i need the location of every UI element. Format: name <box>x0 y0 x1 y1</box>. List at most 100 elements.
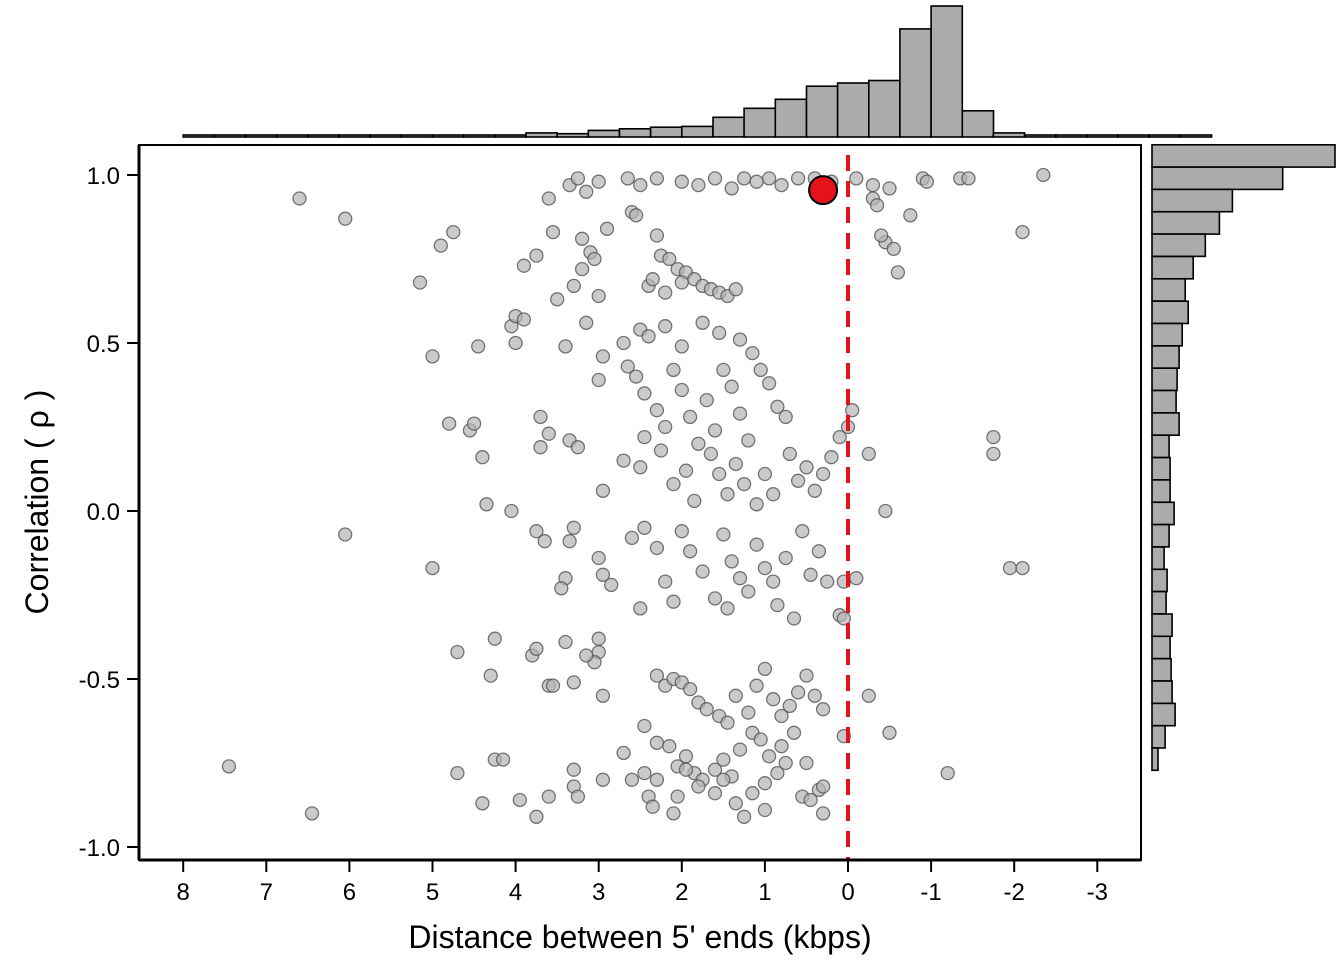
top-histogram-bar <box>1179 134 1213 138</box>
x-tick-label: 4 <box>509 879 522 906</box>
data-point <box>591 288 606 304</box>
y-axis-title-text: Correlation ( <box>19 438 55 614</box>
data-point <box>832 429 847 445</box>
data-point <box>753 732 768 747</box>
data-point <box>682 544 698 559</box>
data-point <box>628 369 644 384</box>
data-point <box>691 177 706 193</box>
right-histogram-bar <box>1151 277 1187 302</box>
data-point <box>724 554 739 569</box>
data-point <box>682 409 698 425</box>
data-point <box>782 446 797 462</box>
top-histogram-bar <box>556 132 590 138</box>
data-point <box>666 476 681 492</box>
top-histogram-bar <box>1055 134 1088 138</box>
data-point <box>732 332 748 347</box>
right-marginal-histogram <box>1151 144 1336 772</box>
data-point <box>558 339 573 354</box>
data-point <box>338 211 353 226</box>
right-histogram-bar <box>1151 255 1195 280</box>
data-point <box>670 789 685 804</box>
data-point <box>712 325 727 341</box>
data-point <box>761 376 777 391</box>
data-point <box>811 544 827 559</box>
highlighted-point <box>808 175 839 206</box>
x-axis-ticks: 8 7 6 5 4 3 2 1 0 -1 -2 -3 <box>177 860 1108 906</box>
scatter-points <box>221 167 1051 824</box>
data-point <box>471 339 486 354</box>
data-point <box>803 567 818 582</box>
data-point <box>919 174 935 189</box>
data-point <box>986 429 1001 445</box>
data-point <box>595 688 611 703</box>
data-point <box>649 735 665 750</box>
y-tick-label: -0.5 <box>79 667 120 694</box>
y-tick-label: 0.5 <box>87 331 120 358</box>
data-point <box>658 419 673 435</box>
data-point <box>695 315 710 330</box>
right-histogram-bar <box>1151 590 1167 615</box>
data-point <box>649 540 665 556</box>
top-histogram-bar <box>805 85 839 138</box>
data-point <box>475 796 490 811</box>
data-point <box>820 574 835 589</box>
data-point <box>774 708 789 724</box>
top-histogram-bar <box>1023 134 1057 138</box>
top-histogram-bar <box>680 125 714 138</box>
data-point <box>728 456 743 472</box>
data-point <box>550 292 565 307</box>
x-tick-label: 5 <box>426 879 439 906</box>
right-histogram-bar <box>1151 680 1173 705</box>
data-point <box>736 809 752 824</box>
data-point <box>761 171 777 186</box>
right-histogram-bar <box>1151 635 1171 660</box>
x-axis-title: Distance between 5' ends (kbps) <box>408 919 871 955</box>
data-point <box>566 520 581 535</box>
data-point <box>699 702 714 717</box>
top-histogram-bar <box>275 134 309 138</box>
x-tick-label: -2 <box>1004 879 1025 906</box>
data-point <box>574 231 590 246</box>
data-point <box>766 692 781 707</box>
top-histogram-bar <box>1117 134 1151 138</box>
top-histogram-bar <box>712 116 746 138</box>
right-histogram-bar <box>1151 724 1166 749</box>
data-point <box>716 752 731 767</box>
top-histogram-bar <box>1148 134 1182 138</box>
data-point <box>649 772 665 787</box>
data-point <box>562 534 577 549</box>
data-point <box>770 597 785 613</box>
data-point <box>566 762 581 777</box>
data-point <box>861 446 876 462</box>
data-point <box>487 631 502 646</box>
data-point <box>1015 560 1030 576</box>
data-point <box>849 571 864 586</box>
data-point <box>533 409 548 425</box>
data-point <box>425 560 440 576</box>
data-point <box>595 349 611 364</box>
data-point <box>624 530 640 546</box>
data-point <box>637 520 652 535</box>
y-tick-label: -1.0 <box>79 835 120 862</box>
data-point <box>728 796 743 811</box>
data-point <box>716 362 731 378</box>
data-point <box>633 177 648 193</box>
data-point <box>724 379 739 394</box>
data-point <box>541 426 556 441</box>
top-histogram-bar <box>836 82 870 138</box>
data-point <box>450 644 465 660</box>
data-point <box>624 772 640 787</box>
data-point <box>849 171 864 186</box>
data-point <box>736 476 752 492</box>
data-point <box>570 171 586 186</box>
top-histogram-bar <box>1086 134 1119 138</box>
data-point <box>886 241 901 257</box>
data-point <box>541 191 556 206</box>
data-point <box>595 567 611 582</box>
data-point <box>757 661 773 677</box>
top-histogram-bar <box>743 107 777 138</box>
data-point <box>782 698 797 714</box>
y-axis-ticks: 1.0 0.5 0.0 -0.5 -1.0 <box>79 163 139 862</box>
data-point <box>495 752 511 767</box>
top-histogram-bar <box>431 134 465 138</box>
